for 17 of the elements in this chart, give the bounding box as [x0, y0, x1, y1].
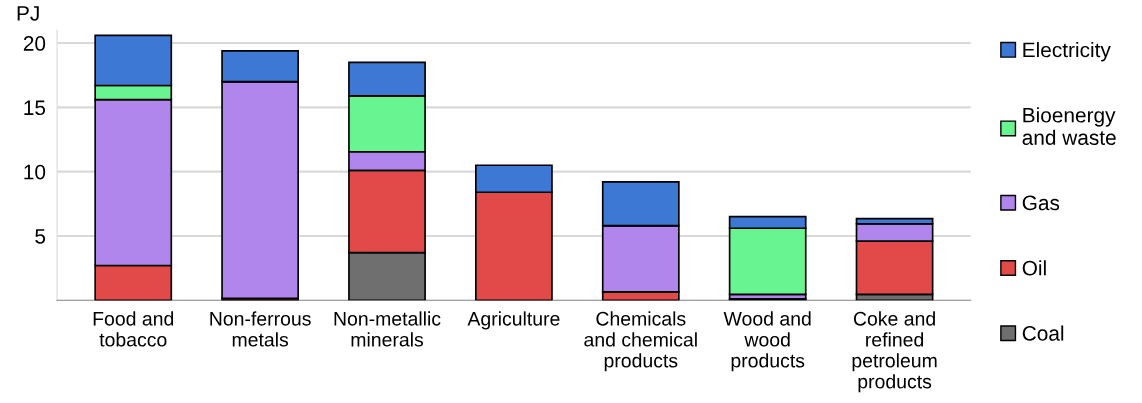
x-tick-label: Agriculture [467, 311, 560, 330]
x-tick-label: Non-metallic minerals [334, 311, 441, 347]
x-tick-label: Non-ferrous metals [210, 311, 311, 347]
y-tick-label: 20 [23, 36, 46, 51]
y-axis-title: PJ [17, 6, 39, 21]
x-tick-label: Chemicals and chemical products [584, 311, 697, 372]
legend-label: Gas [1022, 195, 1060, 211]
legend-label: Bioenergy and waste [1022, 107, 1116, 145]
x-tick-label: Wood and wood products [723, 311, 811, 372]
y-tick-label: 10 [24, 164, 46, 180]
y-tick-label: 5 [35, 229, 46, 244]
legend-label: Coal [1022, 325, 1064, 341]
legend-label: Oil [1022, 260, 1046, 276]
x-tick-label: Coke and refined petroleum products [852, 311, 937, 393]
y-tick-label: 15 [24, 100, 46, 116]
legend-label: Electricity [1023, 42, 1111, 62]
x-tick-label: Food and tobacco [93, 311, 174, 347]
